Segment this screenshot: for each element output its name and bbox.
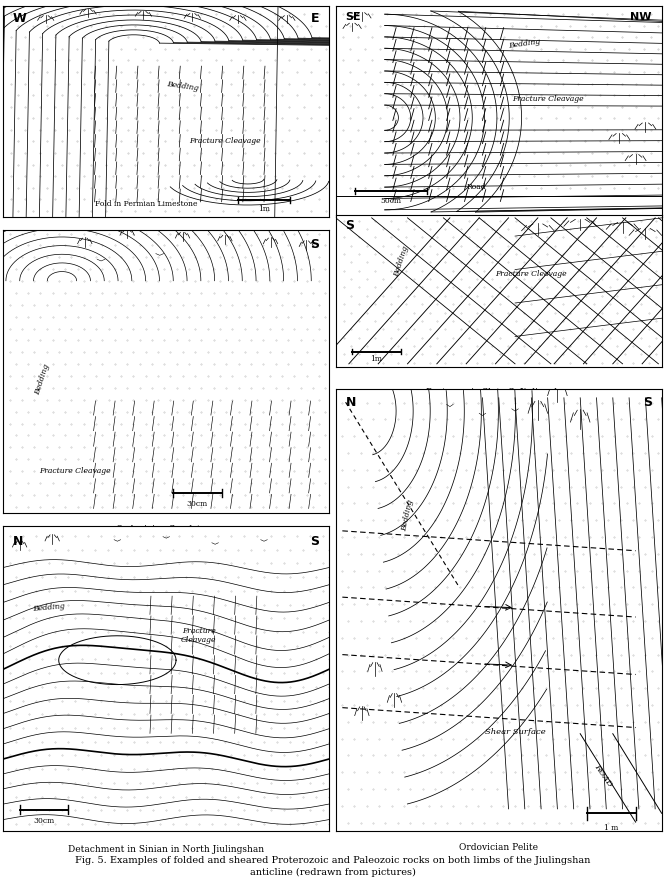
Text: Detachment in Sinian in North Jiulingshan: Detachment in Sinian in North Jiulingsha… <box>68 845 264 854</box>
Text: Proterozoic Slate S. Jiulingshan: Proterozoic Slate S. Jiulingshan <box>426 388 571 397</box>
Text: Bedding: Bedding <box>34 363 51 396</box>
Text: S: S <box>643 395 652 408</box>
Text: N: N <box>346 395 356 408</box>
Text: NW: NW <box>630 12 652 22</box>
Text: Fracture Cleavage: Fracture Cleavage <box>189 137 261 145</box>
Text: Ordovician sandstone South  of Mufushan: Ordovician sandstone South of Mufushan <box>402 232 595 240</box>
Text: 30cm: 30cm <box>187 500 208 508</box>
Text: Bedding: Bedding <box>166 80 199 92</box>
Text: Fold in Permian Limestone: Fold in Permian Limestone <box>94 200 197 208</box>
Text: W: W <box>13 12 27 26</box>
Text: Fracture Cleavage: Fracture Cleavage <box>512 95 583 103</box>
Text: 1m: 1m <box>370 355 382 363</box>
Text: Ordovician Pelite: Ordovician Pelite <box>460 843 538 852</box>
Text: Bedding: Bedding <box>33 603 65 613</box>
Text: Ordovician Sandstone: Ordovician Sandstone <box>116 525 217 535</box>
Text: Shear Surface: Shear Surface <box>485 728 545 735</box>
Text: Road: Road <box>466 183 486 191</box>
Text: Fracture Cleavage: Fracture Cleavage <box>39 467 111 475</box>
Text: Bedding: Bedding <box>392 245 410 278</box>
Text: N: N <box>13 535 23 548</box>
Text: 1m: 1m <box>258 205 270 213</box>
Text: S: S <box>346 219 354 232</box>
Text: 1 m: 1 m <box>604 824 618 833</box>
Text: ROAD: ROAD <box>593 763 614 789</box>
Text: SE: SE <box>346 12 361 22</box>
Text: S: S <box>311 535 319 548</box>
Text: Bedding: Bedding <box>400 499 415 532</box>
Text: 50cm: 50cm <box>380 196 402 204</box>
Text: Fracture
Cleavage: Fracture Cleavage <box>181 627 217 644</box>
Text: Fig. 5. Examples of folded and sheared Proterozoic and Paleozoic rocks on both l: Fig. 5. Examples of folded and sheared P… <box>74 856 591 877</box>
Text: Bedding: Bedding <box>508 38 541 50</box>
Text: Fracture Cleavage: Fracture Cleavage <box>495 270 567 278</box>
Text: S: S <box>311 239 319 251</box>
Text: 30cm: 30cm <box>33 817 55 826</box>
Text: E: E <box>311 12 319 26</box>
